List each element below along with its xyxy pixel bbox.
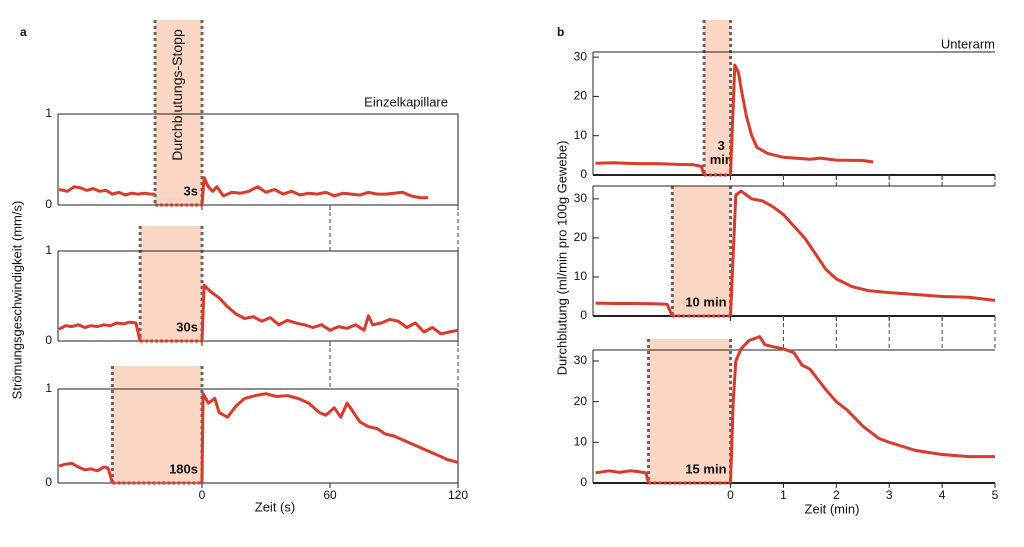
line-layer [58, 63, 996, 485]
panel-label: a [20, 25, 27, 39]
flow-line [200, 283, 459, 342]
occlusion-shade [140, 226, 202, 341]
y-tick-label: 0 [580, 308, 587, 322]
flow-line [595, 301, 674, 317]
y-tick-label: 10 [574, 128, 588, 142]
x-tick-label: 4 [939, 488, 946, 502]
y-tick-label: 0 [580, 475, 587, 489]
x-tick-label: 0 [199, 488, 206, 502]
flow-line [729, 335, 995, 484]
x-tick-label: 1 [780, 488, 787, 502]
flow-line [58, 185, 156, 197]
y-tick-label: 0 [580, 167, 587, 181]
occlusion-shade [672, 186, 731, 316]
panel-title: Unterarm [941, 36, 995, 51]
x-tick-label: 120 [448, 488, 468, 502]
stop-label: Durchblutungs-Stopp [169, 29, 185, 161]
panel-label: b [557, 25, 564, 39]
x-tick-label: 2 [833, 488, 840, 502]
occlusion-label-line: 3 [718, 138, 725, 153]
y-tick-label: 0 [45, 475, 52, 489]
y-tick-label: 30 [574, 353, 588, 367]
y-tick-label: 30 [574, 49, 588, 63]
y-tick-label: 30 [574, 191, 588, 205]
y-tick-label: 10 [574, 269, 588, 283]
y-tick-label: 1 [45, 106, 52, 120]
y-tick-label: 0 [45, 333, 52, 347]
y-axis-label: Strömungsgeschwindigkeit (mm/s) [9, 201, 24, 400]
y-tick-label: 1 [45, 381, 52, 395]
occlusion-label: 15 min [685, 461, 726, 476]
flow-line [729, 189, 996, 317]
occlusion-shade [112, 366, 202, 483]
x-axis-label: Zeit (min) [805, 501, 860, 516]
y-tick-label: 20 [574, 394, 588, 408]
occlusion-label: 30s [176, 319, 198, 334]
flow-line [58, 320, 142, 342]
x-tick-label: 0 [727, 488, 734, 502]
flow-line [58, 461, 114, 484]
flow-line [200, 392, 459, 484]
x-tick-label: 3 [886, 488, 893, 502]
flow-line [595, 161, 706, 176]
panel-title: Einzelkapillare [364, 94, 448, 109]
occlusion-label: 3s [184, 183, 198, 198]
occlusion-label: 180s [169, 461, 198, 476]
flow-line [729, 63, 874, 176]
occlusion-shade [648, 339, 731, 483]
occlusion-label: 10 min [685, 294, 726, 309]
occlusion-label-line: min [710, 152, 733, 167]
x-tick-label: 5 [992, 488, 999, 502]
occlusion-shade [155, 20, 202, 205]
x-tick-label: 60 [323, 488, 337, 502]
flow-line [200, 176, 429, 206]
y-tick-label: 10 [574, 434, 588, 448]
y-tick-label: 0 [45, 197, 52, 211]
y-tick-label: 20 [574, 230, 588, 244]
y-axis-label: Durchblutung (ml/min pro 100g Gewebe) [554, 141, 569, 376]
shade-layer [110, 20, 733, 483]
y-tick-label: 20 [574, 89, 588, 103]
flow-line [595, 469, 650, 484]
y-tick-label: 1 [45, 243, 52, 257]
x-axis-label: Zeit (s) [255, 499, 295, 514]
occlusion-shade [704, 20, 731, 175]
occlusion-label: 3 min [710, 138, 733, 167]
